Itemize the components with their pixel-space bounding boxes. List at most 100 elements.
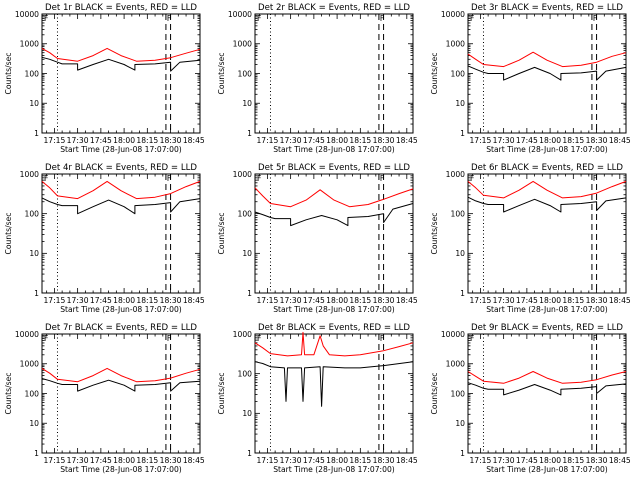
x-tick-label: 17:45: [516, 296, 538, 305]
y-tick-label: 1: [460, 129, 465, 138]
flag-marker-left: F: [257, 174, 261, 183]
lld-red-line: [254, 331, 414, 357]
flag-marker-right: F: [167, 334, 171, 343]
lld-red-line: [467, 371, 627, 384]
x-tick-label: 17:15: [256, 456, 278, 465]
x-tick-label: 18:30: [160, 296, 182, 305]
x-tick-label: 17:15: [469, 296, 491, 305]
x-tick-label: 18:15: [562, 456, 584, 465]
y-axis-label: Counts/sec: [4, 53, 13, 95]
x-tick-label: 18:45: [609, 456, 631, 465]
events-black-line: [254, 361, 414, 407]
x-tick-label: 17:45: [516, 136, 538, 145]
x-tick-label: 17:30: [280, 456, 302, 465]
panel-title: Det 9r BLACK = Events, RED = LLD: [471, 323, 623, 333]
x-tick-label: 17:15: [43, 296, 65, 305]
x-tick-label: 18:00: [113, 136, 135, 145]
x-tick-label: 17:30: [67, 136, 89, 145]
x-axis-label: Start Time (28-Jun-08 17:07:00): [60, 145, 182, 154]
flag-marker-right: F: [380, 174, 384, 183]
x-axis-label: Start Time (28-Jun-08 17:07:00): [486, 465, 608, 474]
x-tick-label: 18:15: [562, 296, 584, 305]
events-black-line: [467, 382, 627, 396]
y-tick-label: 100: [25, 69, 40, 78]
y-axis-label: Counts/sec: [217, 373, 226, 415]
panel-title: Det 2r BLACK = Events, RED = LLD: [258, 3, 410, 13]
x-tick-label: 18:30: [586, 136, 608, 145]
flag-marker-left: F: [44, 334, 48, 343]
y-tick-label: 10: [29, 99, 39, 108]
x-axis-label: Start Time (28-Jun-08 17:07:00): [273, 305, 395, 314]
events-black-line: [41, 378, 201, 392]
y-axis-label: Counts/sec: [430, 373, 439, 415]
y-tick-label: 1: [247, 449, 252, 458]
x-tick-label: 18:45: [609, 296, 631, 305]
x-tick-label: 18:30: [160, 456, 182, 465]
panel-title: Det 1r BLACK = Events, RED = LLD: [45, 3, 197, 13]
y-tick-label: 100: [451, 209, 466, 218]
panel-title: Det 7r BLACK = Events, RED = LLD: [45, 323, 197, 333]
plot-frame: [254, 13, 414, 134]
y-tick-label: 1000: [233, 170, 252, 179]
x-tick-label: 18:30: [373, 296, 395, 305]
flag-marker-right: F: [593, 334, 597, 343]
x-tick-label: 18:45: [183, 136, 205, 145]
y-tick-label: 1: [34, 449, 39, 458]
x-tick-label: 18:30: [373, 136, 395, 145]
x-tick-label: 18:45: [183, 296, 205, 305]
flag-marker-left: F: [470, 14, 474, 23]
lld-red-line: [41, 47, 201, 62]
x-axis-label: Start Time (28-Jun-08 17:07:00): [60, 465, 182, 474]
detector-panel-6: Det 6r BLACK = Events, RED = LLD 1 10 100 10…: [430, 163, 631, 314]
y-tick-label: 1: [247, 289, 252, 298]
y-tick-label: 10000: [441, 330, 465, 339]
y-tick-label: 100: [451, 69, 466, 78]
flag-marker-right: F: [167, 174, 171, 183]
y-tick-label: 10: [29, 249, 39, 258]
flag-marker-left: F: [257, 334, 261, 343]
x-tick-label: 18:00: [539, 296, 561, 305]
x-tick-label: 17:45: [90, 296, 112, 305]
x-tick-label: 17:30: [493, 456, 515, 465]
panel-title: Det 8r BLACK = Events, RED = LLD: [258, 323, 410, 333]
detector-panel-7: Det 7r BLACK = Events, RED = LLD 1 10 100 10…: [4, 323, 205, 474]
y-tick-label: 1: [34, 289, 39, 298]
flag-marker-left: F: [470, 334, 474, 343]
x-axis-label: Start Time (28-Jun-08 17:07:00): [60, 305, 182, 314]
flag-marker-left: F: [44, 174, 48, 183]
x-tick-label: 17:30: [67, 456, 89, 465]
y-axis-label: Counts/sec: [4, 373, 13, 415]
x-tick-label: 18:15: [136, 456, 158, 465]
y-axis-label: Counts/sec: [4, 213, 13, 255]
x-tick-label: 17:30: [493, 136, 515, 145]
y-tick-label: 10: [242, 99, 252, 108]
flag-marker-right: F: [593, 14, 597, 23]
x-tick-label: 18:15: [136, 136, 158, 145]
x-tick-label: 17:15: [469, 136, 491, 145]
y-tick-label: 10000: [15, 10, 39, 19]
lld-red-line: [467, 180, 627, 199]
lld-red-line: [41, 367, 201, 383]
x-axis-label: Start Time (28-Jun-08 17:07:00): [273, 145, 395, 154]
y-tick-label: 10000: [15, 330, 39, 339]
plot-frame: [254, 333, 414, 454]
x-tick-label: 17:45: [303, 456, 325, 465]
y-tick-label: 1: [34, 129, 39, 138]
x-tick-label: 17:45: [90, 136, 112, 145]
lld-red-line: [254, 187, 414, 208]
x-tick-label: 18:00: [113, 456, 135, 465]
x-tick-label: 17:45: [90, 456, 112, 465]
x-tick-label: 18:30: [160, 136, 182, 145]
y-axis-label: Counts/sec: [430, 213, 439, 255]
detector-panel-4: Det 4r BLACK = Events, RED = LLD 1 10 100 10…: [4, 163, 205, 314]
y-tick-label: 100: [451, 389, 466, 398]
y-tick-label: 10000: [228, 10, 252, 19]
y-tick-label: 1: [460, 449, 465, 458]
x-tick-label: 17:30: [493, 296, 515, 305]
x-tick-label: 18:30: [586, 456, 608, 465]
plot-frame: [467, 173, 627, 294]
x-tick-label: 17:30: [280, 136, 302, 145]
x-tick-label: 17:15: [256, 296, 278, 305]
y-tick-label: 100: [25, 389, 40, 398]
x-tick-label: 18:00: [539, 456, 561, 465]
